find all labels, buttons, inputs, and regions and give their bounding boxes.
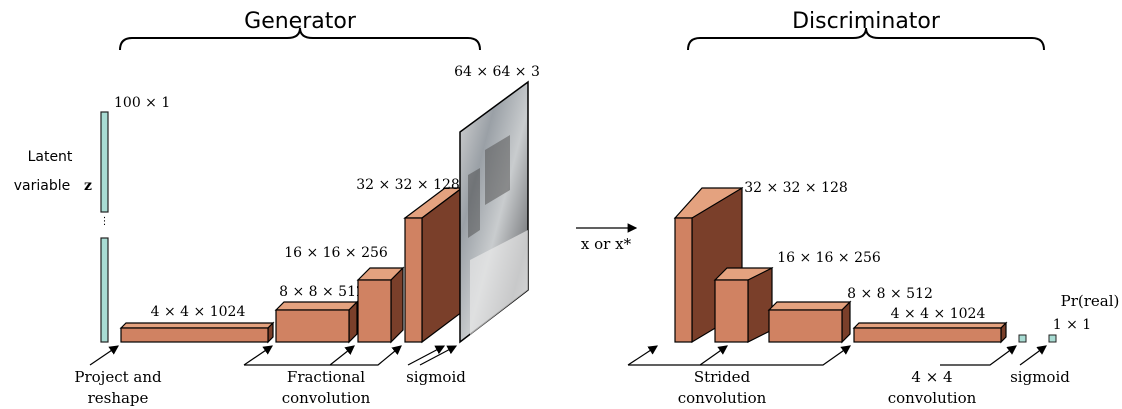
gen-block-16x16x256 xyxy=(356,266,405,344)
gen-block-label-4: 32 × 32 × 128 xyxy=(356,177,460,193)
svg-text:⋮: ⋮ xyxy=(100,216,110,227)
disc-sigmoid-label: sigmoid xyxy=(1010,368,1070,386)
disc-block-4x4x1024 xyxy=(852,321,1008,344)
latent-label-line2: variable xyxy=(14,178,70,194)
disc-block-label-4: 4 × 4 × 1024 xyxy=(891,306,986,322)
disc-block-label-3: 8 × 8 × 512 xyxy=(847,286,933,302)
disc-block-label-1: 32 × 32 × 128 xyxy=(744,180,848,196)
strided-label-line2: convolution xyxy=(678,389,767,407)
gen-sigmoid-label: sigmoid xyxy=(406,368,466,386)
gen-block-8x8x512 xyxy=(274,300,359,344)
project-arrow xyxy=(89,345,119,366)
gen-block-label-1: 4 × 4 × 1024 xyxy=(151,304,246,320)
conv44-label-line1: 4 × 4 xyxy=(911,368,952,386)
frac-label-line2: convolution xyxy=(282,389,371,407)
input-label: x or x* xyxy=(581,235,632,253)
frac-label-line1: Fractional xyxy=(287,368,365,386)
sigmoid-arrow-1 xyxy=(407,345,446,366)
gen-block-32x32x128 xyxy=(403,186,464,344)
latent-vector: ⋮ xyxy=(100,111,110,343)
conv-output-cube xyxy=(1018,334,1027,343)
frac-arrow-3 xyxy=(330,345,402,366)
project-label-line2: reshape xyxy=(88,389,149,407)
latent-symbol: z xyxy=(84,178,92,194)
output-prob-label: Pr(real) xyxy=(1061,292,1120,310)
strided-arrow-3 xyxy=(700,345,851,366)
generated-image xyxy=(459,80,529,344)
conv44-arrow xyxy=(940,345,1017,366)
image-dim-label: 64 × 64 × 3 xyxy=(454,64,540,80)
frac-arrow-1 xyxy=(243,345,273,366)
generator-brace xyxy=(119,27,481,51)
gen-block-label-2: 8 × 8 × 512 xyxy=(279,284,365,300)
disc-block-8x8x512 xyxy=(767,300,852,344)
disc-sigmoid-arrow xyxy=(1019,345,1047,366)
sigmoid-arrow-2 xyxy=(419,345,458,366)
prob-output-cube xyxy=(1048,334,1057,343)
project-label-line1: Project and xyxy=(74,368,162,386)
latent-dim-label: 100 × 1 xyxy=(114,95,170,111)
output-dim-label: 1 × 1 xyxy=(1053,317,1091,333)
latent-label-line1: Latent xyxy=(28,149,73,165)
gen-block-label-3: 16 × 16 × 256 xyxy=(284,245,388,261)
conv44-label-line2: convolution xyxy=(888,389,977,407)
disc-block-label-2: 16 × 16 × 256 xyxy=(777,250,881,266)
gen-block-4x4x1024 xyxy=(119,321,275,344)
strided-arrow-1 xyxy=(627,345,659,366)
frac-arrow-2 xyxy=(244,345,355,366)
discriminator-brace xyxy=(687,27,1045,51)
strided-label-line1: Strided xyxy=(694,368,751,386)
disc-block-16x16x256 xyxy=(713,267,774,343)
